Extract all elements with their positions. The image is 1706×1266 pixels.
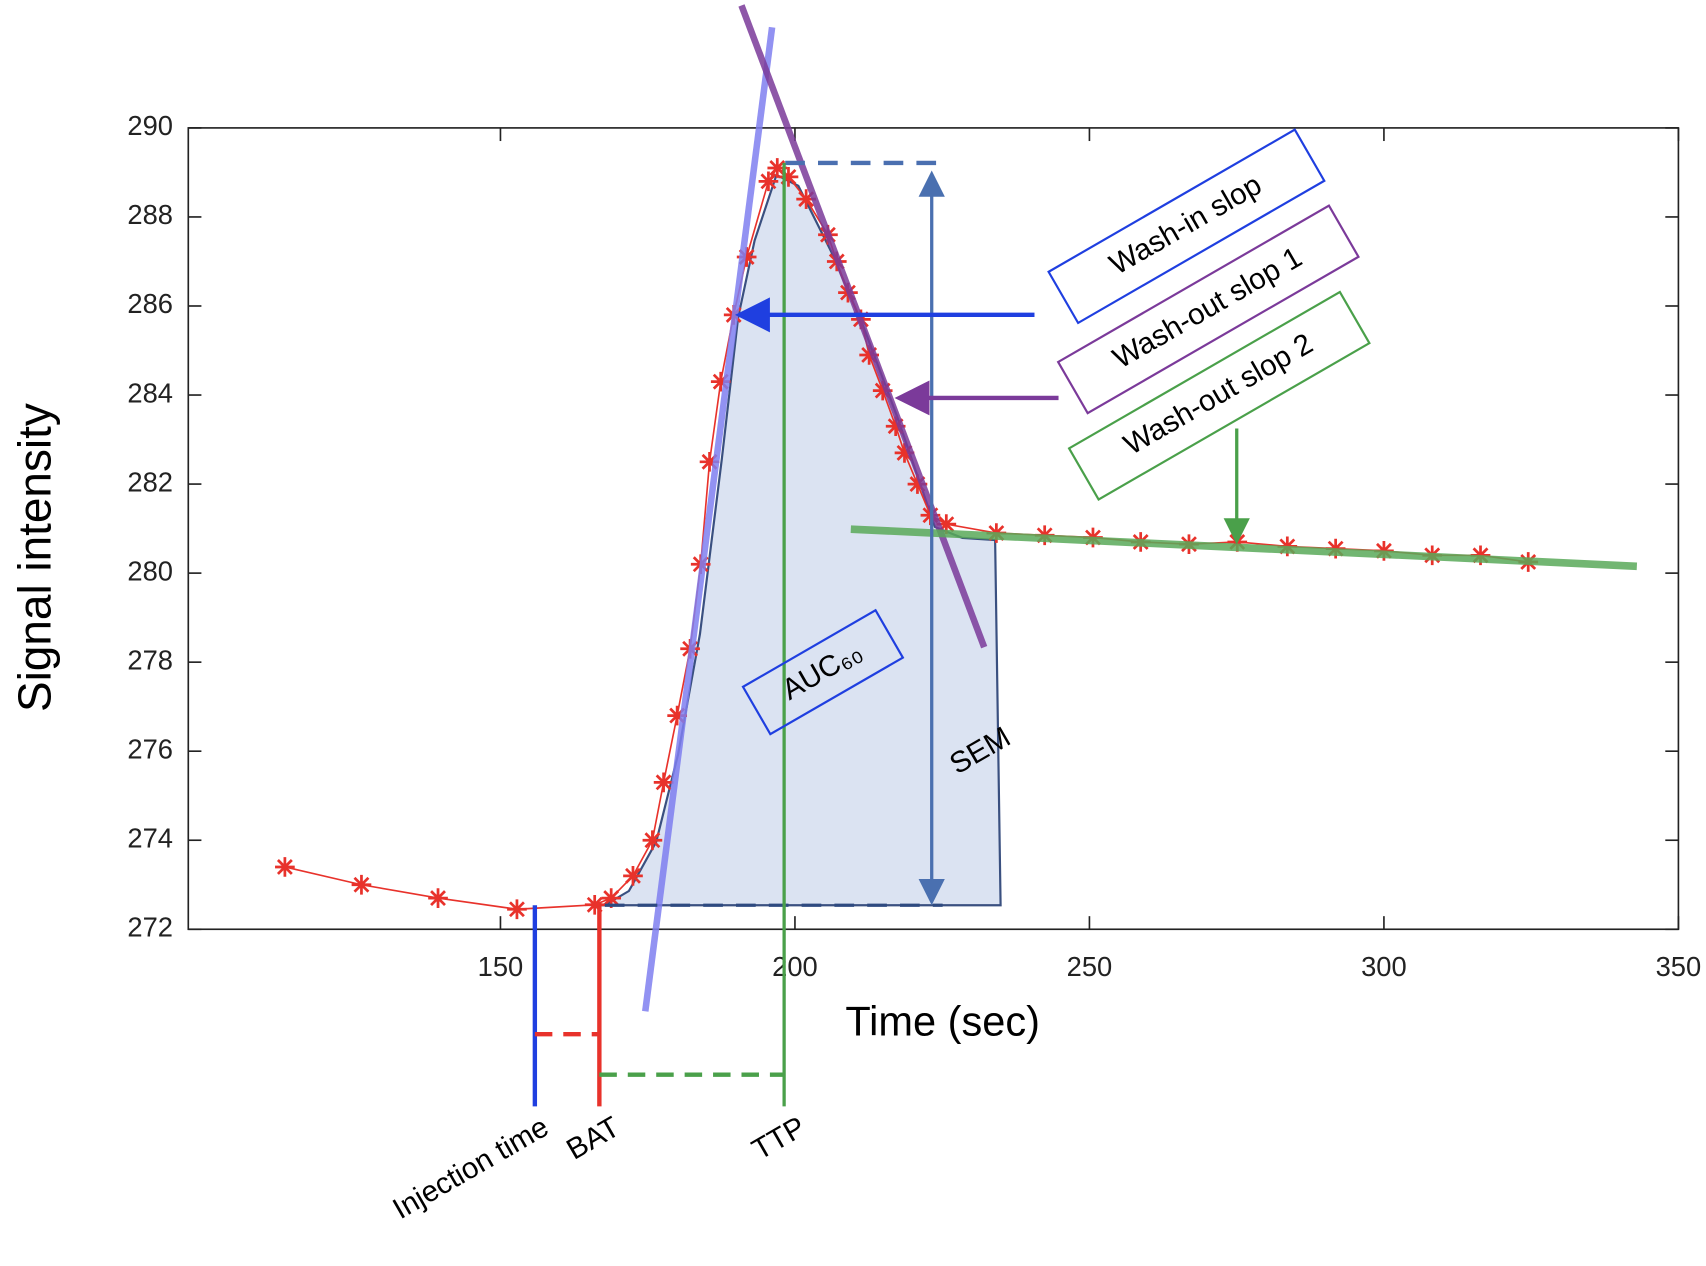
- annotation: BAT: [561, 1110, 625, 1166]
- data-point: [872, 380, 893, 401]
- data-point: [351, 874, 372, 895]
- x-tick-label: 350: [1656, 951, 1702, 982]
- y-tick-label: 282: [127, 466, 173, 497]
- y-axis-label: Signal intensity: [9, 403, 61, 712]
- y-tick-label: 272: [127, 911, 173, 942]
- data-point: [885, 416, 906, 437]
- data-point: [907, 474, 928, 494]
- x-tick-label: 200: [772, 951, 818, 982]
- data-point: [642, 830, 663, 851]
- wash-out-line-2: [850, 525, 1638, 571]
- data-point: [699, 451, 720, 472]
- data-point: [894, 443, 915, 463]
- annotation: TTP: [746, 1110, 811, 1166]
- plot-frame: [187, 127, 1680, 931]
- y-tick-label: 290: [127, 110, 173, 141]
- data-point: [778, 167, 799, 187]
- x-tick-label: 300: [1361, 951, 1407, 982]
- x-tick-label: 150: [478, 951, 524, 982]
- y-tick-label: 274: [127, 822, 173, 853]
- y-tick-label: 278: [127, 644, 173, 675]
- wash-in-line: [642, 26, 776, 1012]
- annotation: Injection time: [387, 1110, 554, 1225]
- data-point: [601, 888, 622, 908]
- data-point: [758, 171, 779, 192]
- data-point: [428, 888, 448, 908]
- data-point: [859, 345, 879, 365]
- y-tick-label: 280: [127, 555, 173, 586]
- y-tick-label: 288: [127, 199, 173, 230]
- y-tick-label: 276: [127, 733, 173, 764]
- data-point: [653, 772, 674, 793]
- data-point: [667, 705, 687, 726]
- data-point: [275, 857, 295, 877]
- x-tick-label: 250: [1067, 951, 1113, 982]
- data-point: [623, 866, 643, 886]
- data-point: [584, 894, 605, 915]
- data-point: [767, 158, 788, 178]
- data-point: [507, 899, 527, 920]
- data-point: [710, 371, 731, 392]
- x-axis-label: Time (sec): [845, 997, 1040, 1044]
- y-tick-label: 286: [127, 288, 173, 319]
- data-point: [796, 189, 816, 209]
- data-point: [736, 247, 757, 267]
- data-point: [936, 514, 957, 534]
- y-tick-label: 284: [127, 377, 173, 408]
